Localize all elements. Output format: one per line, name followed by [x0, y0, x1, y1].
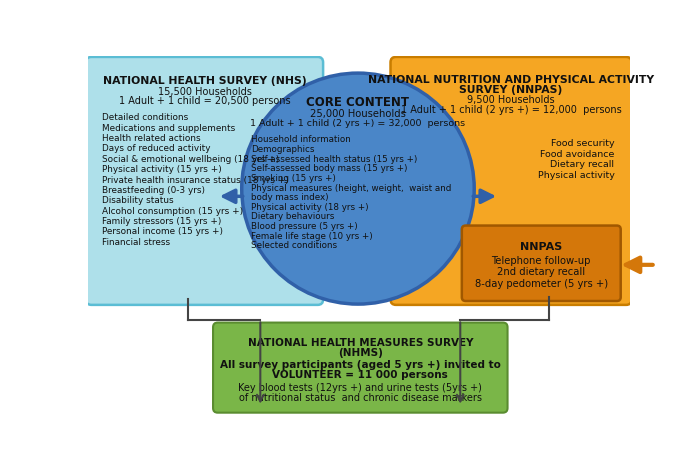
Text: Dietary recall: Dietary recall — [550, 160, 615, 169]
Text: 9,500 Households: 9,500 Households — [467, 95, 555, 105]
Text: Detailed conditions: Detailed conditions — [102, 113, 188, 122]
Text: Dietary behaviours: Dietary behaviours — [251, 212, 335, 221]
Text: Disability status: Disability status — [102, 196, 174, 205]
Text: Household information: Household information — [251, 135, 351, 145]
Text: Financial stress: Financial stress — [102, 238, 170, 247]
Text: 2nd dietary recall: 2nd dietary recall — [497, 267, 585, 277]
Text: NATIONAL HEALTH MEASURES SURVEY: NATIONAL HEALTH MEASURES SURVEY — [248, 338, 473, 348]
Text: 1 Adult + 1 child (2 yrs +) = 32,000  persons: 1 Adult + 1 child (2 yrs +) = 32,000 per… — [251, 118, 466, 127]
Text: Physical activity: Physical activity — [538, 170, 615, 180]
Text: NATIONAL HEALTH SURVEY (NHS): NATIONAL HEALTH SURVEY (NHS) — [103, 76, 307, 86]
Text: SURVEY (NNPAS): SURVEY (NNPAS) — [459, 85, 563, 95]
Text: Health related actions: Health related actions — [102, 134, 201, 143]
Text: Self-assessed body mass (15 yrs +): Self-assessed body mass (15 yrs +) — [251, 164, 407, 173]
Text: body mass index): body mass index) — [251, 193, 329, 202]
Text: of nutritional status  and chronic disease markers: of nutritional status and chronic diseas… — [239, 393, 482, 402]
Text: Private health insurance status (18 yrs +): Private health insurance status (18 yrs … — [102, 176, 289, 184]
Text: (NHMS): (NHMS) — [338, 348, 383, 358]
Text: Key blood tests (12yrs +) and urine tests (5yrs +): Key blood tests (12yrs +) and urine test… — [239, 383, 482, 393]
Text: Physical measures (height, weight,  waist and: Physical measures (height, weight, waist… — [251, 183, 452, 193]
Text: Food security: Food security — [551, 139, 615, 148]
Text: Telephone follow-up: Telephone follow-up — [491, 256, 591, 265]
Text: Social & emotional wellbeing (18 yrs +): Social & emotional wellbeing (18 yrs +) — [102, 155, 279, 164]
Text: Self-assessed health status (15 yrs +): Self-assessed health status (15 yrs +) — [251, 155, 417, 164]
Text: NNPAS: NNPAS — [520, 242, 562, 252]
Text: Selected conditions: Selected conditions — [251, 241, 337, 250]
Text: Personal income (15 yrs +): Personal income (15 yrs +) — [102, 227, 223, 236]
FancyBboxPatch shape — [462, 226, 621, 301]
Text: Physical activity (15 yrs +): Physical activity (15 yrs +) — [102, 165, 222, 174]
FancyBboxPatch shape — [86, 57, 323, 305]
Text: Medications and supplements: Medications and supplements — [102, 124, 235, 132]
Text: Physical activity (18 yrs +): Physical activity (18 yrs +) — [251, 203, 369, 212]
Text: NATIONAL NUTRITION AND PHYSICAL ACTIVITY: NATIONAL NUTRITION AND PHYSICAL ACTIVITY — [368, 74, 654, 85]
Text: 15,500 Households: 15,500 Households — [158, 87, 251, 97]
Text: Smoking (15 yrs +): Smoking (15 yrs +) — [251, 174, 336, 183]
Text: 8-day pedometer (5 yrs +): 8-day pedometer (5 yrs +) — [475, 278, 608, 289]
Text: 25,000 Households: 25,000 Households — [310, 109, 406, 118]
Text: All survey participants (aged 5 yrs +) invited to: All survey participants (aged 5 yrs +) i… — [220, 360, 500, 370]
Text: Demographics: Demographics — [251, 145, 314, 154]
Ellipse shape — [241, 73, 474, 304]
Text: Days of reduced activity: Days of reduced activity — [102, 144, 211, 154]
Text: Blood pressure (5 yrs +): Blood pressure (5 yrs +) — [251, 222, 358, 231]
FancyBboxPatch shape — [391, 57, 631, 305]
Text: VOLUNTEER = 11 000 persons: VOLUNTEER = 11 000 persons — [272, 370, 448, 380]
Text: CORE CONTENT: CORE CONTENT — [307, 96, 410, 109]
Text: Alcohol consumption (15 yrs +): Alcohol consumption (15 yrs +) — [102, 207, 244, 216]
Text: 1 Adult + 1 child (2 yrs +) = 12,000  persons: 1 Adult + 1 child (2 yrs +) = 12,000 per… — [400, 105, 622, 115]
Text: 1 Adult + 1 child = 20,500 persons: 1 Adult + 1 child = 20,500 persons — [119, 96, 290, 106]
FancyBboxPatch shape — [213, 322, 508, 413]
Text: Female life stage (10 yrs +): Female life stage (10 yrs +) — [251, 232, 373, 241]
Text: Breastfeeding (0-3 yrs): Breastfeeding (0-3 yrs) — [102, 186, 205, 195]
Text: Food avoidance: Food avoidance — [540, 150, 615, 159]
Text: Family stressors (15 yrs +): Family stressors (15 yrs +) — [102, 217, 222, 226]
